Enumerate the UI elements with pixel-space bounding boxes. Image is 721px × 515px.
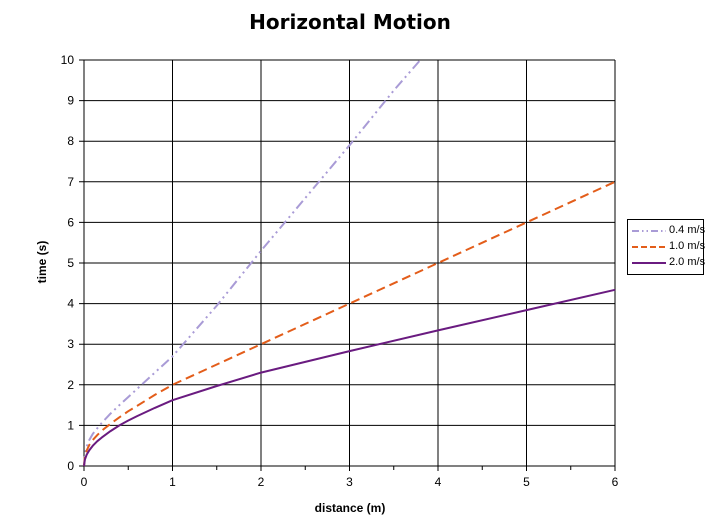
y-tick-label: 0 [67, 459, 74, 473]
y-tick-label: 5 [67, 256, 74, 270]
y-tick-label: 8 [67, 134, 74, 148]
x-tick-label: 0 [81, 475, 88, 489]
y-tick-label: 7 [67, 175, 74, 189]
series-lines [83, 59, 616, 467]
y-tick-label: 3 [67, 337, 74, 351]
y-tick-label: 4 [67, 297, 74, 311]
chart-title: Horizontal Motion [249, 10, 451, 34]
series-line-2 [83, 180, 616, 467]
series-line-1 [83, 59, 422, 467]
x-tick-label: 3 [346, 475, 353, 489]
y-axis-title: time (s) [35, 241, 49, 284]
x-tick-label: 2 [258, 475, 265, 489]
y-tick-label: 10 [61, 53, 75, 67]
grid-lines [79, 59, 616, 471]
series-line-3 [83, 288, 616, 467]
legend-item: 0.4 m/s [628, 223, 706, 239]
y-tick-label: 1 [67, 418, 74, 432]
legend-swatch [632, 246, 666, 248]
x-tick-label: 1 [169, 475, 176, 489]
minor-ticks [127, 466, 572, 470]
x-tick-label: 5 [523, 475, 530, 489]
legend-item: 2.0 m/s [628, 255, 706, 271]
x-axis-title: distance (m) [315, 501, 386, 515]
legend: 0.4 m/s 1.0 m/s 2.0 m/s [627, 219, 706, 275]
y-tick-label: 6 [67, 215, 74, 229]
x-tick-label: 4 [435, 475, 442, 489]
y-tick-label: 2 [67, 378, 74, 392]
y-tick-label: 9 [67, 94, 74, 108]
legend-item: 1.0 m/s [628, 239, 706, 255]
legend-label: 0.4 m/s [669, 224, 706, 236]
legend-label: 2.0 m/s [669, 256, 706, 268]
x-tick-label: 6 [612, 475, 619, 489]
legend-swatch [632, 262, 666, 264]
legend-swatch [632, 230, 666, 232]
tick-labels: 0 1 2 3 4 5 6 0 1 2 3 4 5 6 7 8 9 10 [61, 53, 619, 489]
legend-label: 1.0 m/s [669, 240, 706, 252]
